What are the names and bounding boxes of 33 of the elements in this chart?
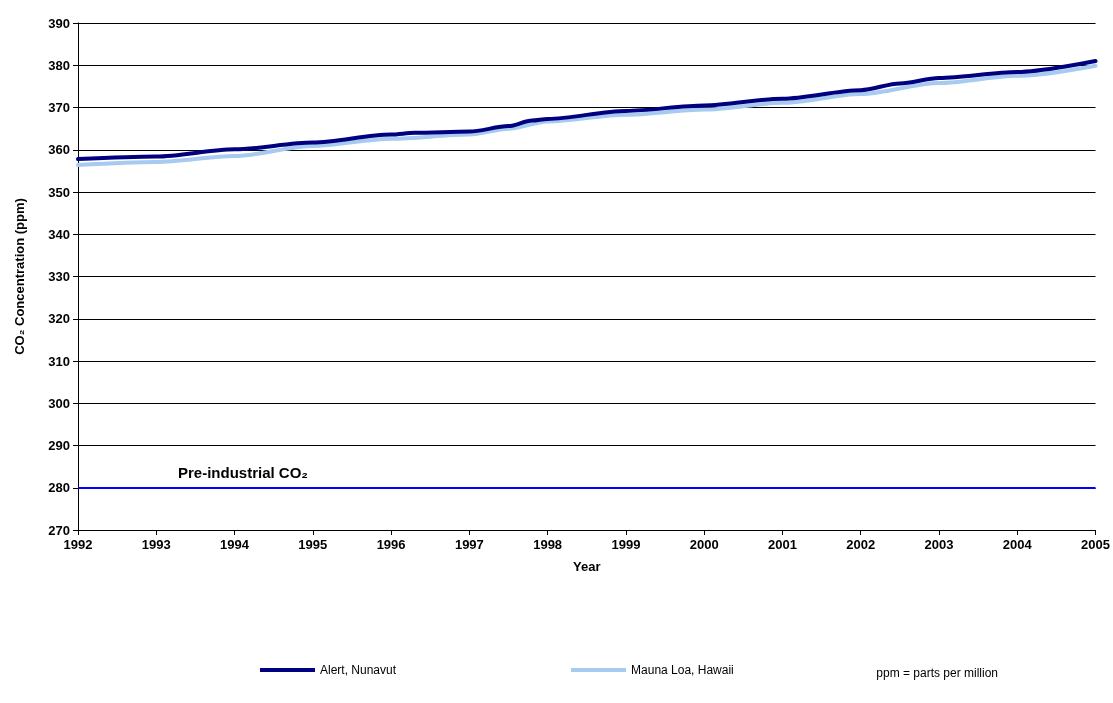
y-tick-label: 300 xyxy=(48,395,70,411)
y-tick-label: 290 xyxy=(48,438,70,453)
y-tick-label: 390 xyxy=(48,15,70,31)
legend-label: Alert, Nunavut xyxy=(320,663,397,677)
y-tick-label: 320 xyxy=(48,311,70,327)
y-tick-label: 380 xyxy=(48,57,70,73)
x-tick-label: 1995 xyxy=(298,537,328,552)
x-tick-label: 1993 xyxy=(141,537,171,552)
x-tick-label: 1998 xyxy=(533,537,563,552)
x-tick-label: 2000 xyxy=(689,537,719,552)
y-tick-label: 330 xyxy=(48,269,70,284)
x-tick-label: 1992 xyxy=(63,537,93,552)
x-tick-label: 1994 xyxy=(220,537,250,552)
x-axis-title: Year xyxy=(573,559,601,574)
y-axis-title: CO₂ Concentration (ppm) xyxy=(12,198,27,355)
y-tick-label: 350 xyxy=(48,184,70,200)
ref-line-label: Pre-industrial CO₂ xyxy=(178,463,309,481)
x-tick-label: 1996 xyxy=(376,537,406,552)
x-tick-label: 1997 xyxy=(454,537,484,552)
x-tick-label: 2004 xyxy=(1002,537,1033,552)
text: ppm = parts per million xyxy=(876,666,998,680)
x-tick-label: 1999 xyxy=(611,537,641,552)
x-tick-label: 2002 xyxy=(846,537,876,552)
y-tick-label: 370 xyxy=(48,100,70,115)
legend-label: Mauna Loa, Hawaii xyxy=(631,663,734,677)
x-tick-label: 2001 xyxy=(767,537,797,552)
y-tick-label: 340 xyxy=(48,226,70,242)
y-tick-label: 360 xyxy=(48,142,70,158)
y-tick-label: 270 xyxy=(48,522,70,538)
x-tick-label: 2003 xyxy=(924,537,954,552)
y-tick-label: 310 xyxy=(48,353,70,369)
y-tick-label: 280 xyxy=(48,480,70,496)
x-tick-label: 2005 xyxy=(1081,537,1110,552)
